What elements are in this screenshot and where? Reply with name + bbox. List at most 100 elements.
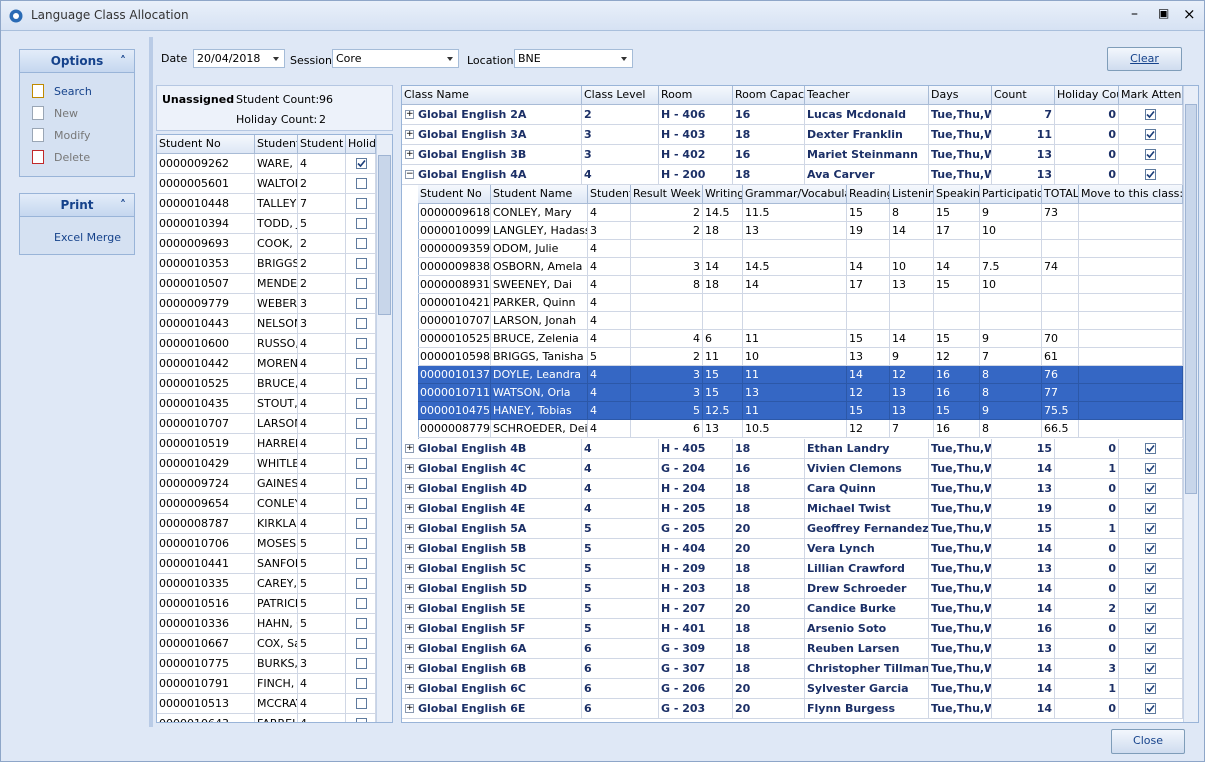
- column-header[interactable]: TOTAL: [1042, 185, 1079, 204]
- expand-toggle[interactable]: +: [405, 464, 414, 473]
- column-header[interactable]: Result Week: [631, 185, 703, 204]
- column-header[interactable]: Holiday Cour: [1055, 86, 1119, 105]
- checkbox[interactable]: [1145, 129, 1156, 140]
- expand-toggle[interactable]: +: [405, 504, 414, 513]
- print-header[interactable]: Print ˄: [20, 194, 134, 217]
- column-header[interactable]: Student: [588, 185, 631, 204]
- column-header[interactable]: Mark Attend: [1119, 86, 1183, 105]
- expand-toggle[interactable]: +: [405, 130, 414, 139]
- menu-item[interactable]: Excel Merge: [54, 231, 121, 244]
- column-header[interactable]: Move to this class:: [1079, 185, 1183, 204]
- expand-toggle[interactable]: +: [405, 444, 414, 453]
- checkbox[interactable]: [356, 298, 367, 309]
- expand-toggle[interactable]: +: [405, 644, 414, 653]
- scroll-thumb[interactable]: [378, 155, 391, 315]
- checkbox[interactable]: [356, 318, 367, 329]
- checkbox[interactable]: [356, 198, 367, 209]
- checkbox[interactable]: [1145, 523, 1156, 534]
- date-picker[interactable]: 20/04/2018: [193, 49, 285, 68]
- checkbox[interactable]: [356, 538, 367, 549]
- expand-toggle[interactable]: −: [405, 170, 414, 179]
- expand-toggle[interactable]: +: [405, 684, 414, 693]
- checkbox[interactable]: [1145, 703, 1156, 714]
- location-select[interactable]: BNE: [514, 49, 633, 68]
- checkbox[interactable]: [356, 158, 367, 169]
- checkbox[interactable]: [356, 358, 367, 369]
- menu-item[interactable]: Modify: [54, 129, 91, 142]
- checkbox[interactable]: [356, 658, 367, 669]
- expand-toggle[interactable]: +: [405, 110, 414, 119]
- checkbox[interactable]: [356, 598, 367, 609]
- checkbox[interactable]: [356, 518, 367, 529]
- expand-toggle[interactable]: +: [405, 524, 414, 533]
- minimize-button[interactable]: –: [1131, 6, 1138, 22]
- column-header[interactable]: Class Name: [402, 86, 582, 105]
- column-header[interactable]: Student No: [418, 185, 491, 204]
- expand-toggle[interactable]: +: [405, 664, 414, 673]
- expand-toggle[interactable]: +: [405, 604, 414, 613]
- column-header[interactable]: Writing: [703, 185, 743, 204]
- checkbox[interactable]: [356, 418, 367, 429]
- checkbox[interactable]: [356, 558, 367, 569]
- checkbox[interactable]: [356, 178, 367, 189]
- column-header[interactable]: Days: [929, 86, 992, 105]
- checkbox[interactable]: [356, 438, 367, 449]
- checkbox[interactable]: [356, 618, 367, 629]
- options-header[interactable]: Options ˄: [20, 50, 134, 73]
- column-header[interactable]: Student L: [298, 135, 346, 154]
- menu-item[interactable]: New: [54, 107, 78, 120]
- checkbox[interactable]: [1145, 583, 1156, 594]
- expand-toggle[interactable]: +: [405, 584, 414, 593]
- expand-toggle[interactable]: +: [405, 150, 414, 159]
- column-header[interactable]: Teacher: [805, 86, 929, 105]
- expand-toggle[interactable]: +: [405, 624, 414, 633]
- checkbox[interactable]: [356, 578, 367, 589]
- checkbox[interactable]: [1145, 169, 1156, 180]
- checkbox[interactable]: [356, 678, 367, 689]
- maximize-button[interactable]: ▣: [1158, 6, 1170, 20]
- column-header[interactable]: Listenin: [890, 185, 934, 204]
- expand-toggle[interactable]: +: [405, 564, 414, 573]
- checkbox[interactable]: [356, 458, 367, 469]
- close-window-button[interactable]: ×: [1183, 5, 1196, 23]
- column-header[interactable]: Student No: [157, 135, 255, 154]
- column-header[interactable]: Speaking: [934, 185, 980, 204]
- checkbox[interactable]: [356, 238, 367, 249]
- checkbox[interactable]: [1145, 643, 1156, 654]
- menu-item[interactable]: Search: [54, 85, 92, 98]
- checkbox[interactable]: [356, 278, 367, 289]
- session-select[interactable]: Core: [332, 49, 459, 68]
- column-header[interactable]: Room Capacit: [733, 86, 805, 105]
- column-header[interactable]: Reading: [847, 185, 890, 204]
- checkbox[interactable]: [356, 338, 367, 349]
- column-header[interactable]: Count: [992, 86, 1055, 105]
- checkbox[interactable]: [1145, 563, 1156, 574]
- checkbox[interactable]: [1145, 623, 1156, 634]
- checkbox[interactable]: [356, 498, 367, 509]
- close-button[interactable]: Close: [1111, 729, 1185, 754]
- checkbox[interactable]: [1145, 463, 1156, 474]
- checkbox[interactable]: [356, 218, 367, 229]
- column-header[interactable]: Room: [659, 86, 733, 105]
- checkbox[interactable]: [1145, 149, 1156, 160]
- checkbox[interactable]: [1145, 663, 1156, 674]
- checkbox[interactable]: [356, 378, 367, 389]
- checkbox[interactable]: [1145, 683, 1156, 694]
- checkbox[interactable]: [356, 258, 367, 269]
- column-header[interactable]: Holid: [346, 135, 376, 154]
- checkbox[interactable]: [1145, 443, 1156, 454]
- checkbox[interactable]: [1145, 543, 1156, 554]
- checkbox[interactable]: [356, 478, 367, 489]
- checkbox[interactable]: [1145, 109, 1156, 120]
- checkbox[interactable]: [356, 718, 367, 722]
- checkbox[interactable]: [356, 698, 367, 709]
- checkbox[interactable]: [356, 638, 367, 649]
- menu-item[interactable]: Delete: [54, 151, 91, 164]
- column-header[interactable]: Grammar/Vocabulary: [743, 185, 847, 204]
- checkbox[interactable]: [356, 398, 367, 409]
- column-header[interactable]: Class Level: [582, 86, 659, 105]
- checkbox[interactable]: [1145, 603, 1156, 614]
- column-header[interactable]: Student Name: [491, 185, 588, 204]
- scroll-thumb[interactable]: [1185, 104, 1197, 494]
- checkbox[interactable]: [1145, 483, 1156, 494]
